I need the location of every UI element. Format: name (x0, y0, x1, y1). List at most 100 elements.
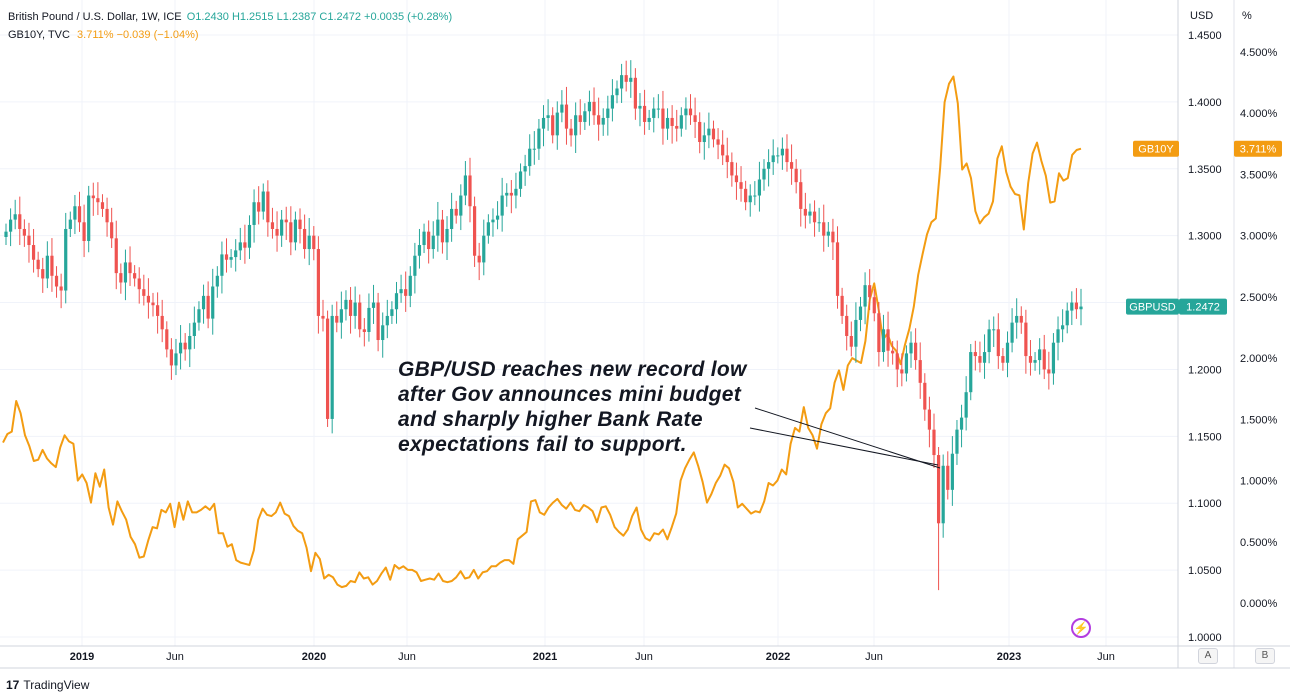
candle-body (220, 254, 224, 276)
candle-body (1070, 302, 1074, 311)
candle-body (564, 104, 569, 129)
candle-body (367, 307, 371, 332)
candle-body (293, 219, 298, 243)
candle-body (1001, 356, 1005, 363)
candle-body (36, 259, 40, 270)
candle-body (59, 286, 63, 291)
candle-body (440, 219, 445, 243)
gb10y-name-label-bg (1133, 140, 1179, 157)
candle-body (358, 302, 362, 330)
x-tick-label: 2020 (302, 651, 326, 663)
candle-body (665, 117, 670, 129)
candle-body (482, 235, 486, 263)
candle-body (693, 115, 697, 122)
candle-body (385, 315, 389, 326)
candle-body (463, 175, 468, 196)
candle-body (27, 235, 31, 246)
candle-body (776, 155, 780, 157)
candle-body (1079, 306, 1083, 310)
candle-body (757, 179, 762, 196)
candle-body (197, 309, 201, 323)
x-tick-label: 2023 (997, 651, 1021, 663)
usd-tick-label: 1.3000 (1188, 231, 1222, 243)
candle-body (509, 192, 513, 196)
candle-body (450, 208, 454, 229)
candle-body (587, 101, 592, 112)
alert-bolt-icon[interactable]: ⚡ (1071, 618, 1091, 638)
candle-body (344, 299, 348, 310)
candle-body (794, 168, 798, 183)
candle-body (987, 329, 991, 353)
candle-body (826, 231, 830, 236)
candle-body (156, 305, 160, 316)
candle-body (789, 162, 794, 169)
candle-body (275, 228, 279, 236)
scale-b-button[interactable]: B (1255, 648, 1275, 664)
candle-body (436, 219, 440, 236)
candle-body (330, 315, 334, 419)
candle-body (808, 211, 812, 216)
candle-body (532, 148, 536, 150)
candle-body (422, 231, 426, 246)
candle-body (234, 250, 238, 258)
candle-body (133, 273, 137, 279)
candle-body (541, 117, 546, 129)
candle-body (1038, 349, 1042, 361)
candle-body (257, 202, 261, 212)
tradingview-logo-icon: 17 (6, 678, 20, 692)
candle-body (555, 112, 559, 136)
auto-scale-button[interactable]: A (1198, 648, 1218, 664)
candle-body (1028, 356, 1033, 363)
legend-main-title: British Pound / U.S. Dollar, 1W, ICE (8, 11, 182, 23)
candle-body (578, 115, 582, 122)
candle-body (675, 125, 679, 129)
candle-body (13, 214, 17, 220)
usd-tick-label: 1.0000 (1188, 632, 1222, 644)
candle-body (261, 191, 265, 212)
candle-body (518, 171, 523, 189)
candle-body (339, 309, 343, 323)
candle-body (169, 349, 173, 366)
candle-body (477, 255, 481, 263)
chart-price-labels: GB10Y 3.711% GBPUSD 1.2472 (1126, 140, 1282, 315)
candle-body (702, 135, 706, 143)
candle-body (1065, 310, 1069, 326)
usd-tick-label: 1.2000 (1188, 364, 1222, 376)
usd-tick-label: 1.1000 (1188, 498, 1222, 510)
candle-body (638, 105, 642, 109)
gb10y-last-label-bg (1234, 140, 1282, 157)
candle-body (472, 206, 477, 256)
candle-body (528, 148, 532, 167)
candle-body (946, 465, 950, 490)
chart-grid (0, 0, 1178, 646)
gb10y-series (2, 75, 1082, 589)
candle-body (192, 322, 196, 336)
candle-body (188, 336, 192, 350)
candle-body (936, 455, 941, 524)
candle-body (914, 342, 918, 361)
candle-body (514, 188, 518, 196)
candle-body (927, 409, 931, 430)
candle-body (670, 117, 674, 126)
candle-body (923, 382, 927, 410)
gb10y-last-label: 3.711% (1234, 140, 1282, 157)
candle-body (725, 155, 729, 163)
candle-body (1061, 325, 1065, 330)
candle-body (574, 115, 578, 136)
tradingview-brand[interactable]: 17 TradingView (6, 678, 89, 692)
pct-axis-unit: % (1242, 10, 1252, 22)
candle-body (77, 206, 82, 223)
candle-body (812, 211, 817, 223)
pct-tick-label: 2.000% (1240, 353, 1278, 365)
candle-body (629, 77, 633, 82)
candle-body (982, 352, 987, 363)
candle-body (610, 95, 615, 109)
candle-body (978, 356, 982, 363)
candle-body (569, 128, 573, 136)
candle-body (877, 313, 881, 353)
candle-body (716, 139, 720, 145)
candle-body (142, 289, 146, 296)
candle-body (707, 128, 711, 136)
candle-body (96, 198, 100, 203)
